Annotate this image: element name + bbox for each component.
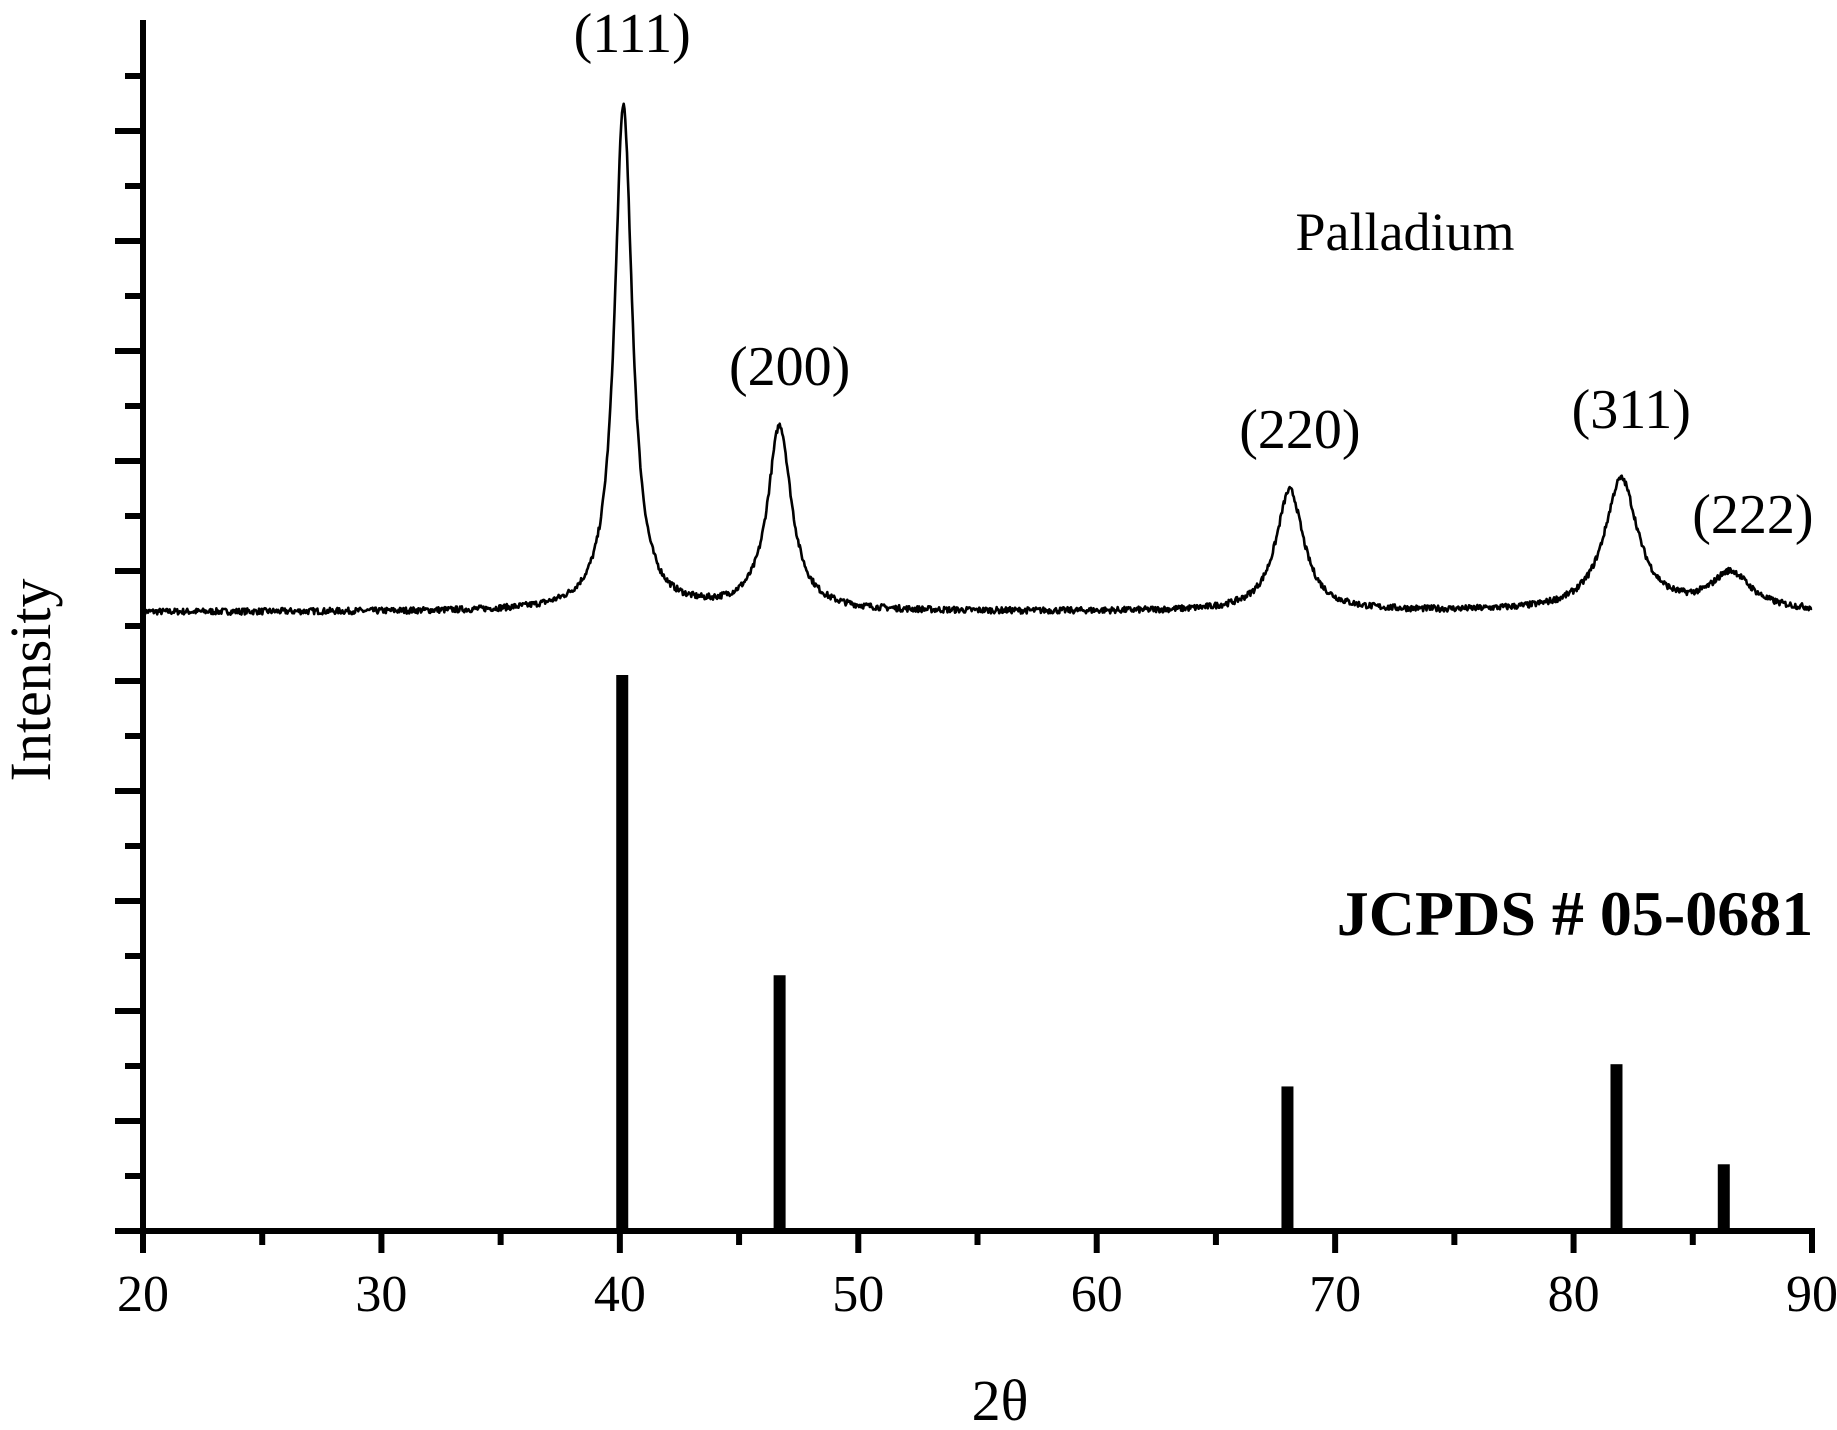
- reference-bars: [616, 675, 1730, 1231]
- peak-labels: (111) (200) (220) (311)(222): [574, 3, 1814, 546]
- peak-label: (311): [1572, 379, 1691, 441]
- x-axis-title: 2θ: [972, 1368, 1029, 1430]
- x-tick-labels: 20 30 40 50 60 70 80 90: [117, 1266, 1837, 1323]
- reference-bar: [616, 675, 629, 1231]
- sample-label: Palladium: [1296, 202, 1515, 262]
- sample-xrd-line: [141, 102, 1813, 616]
- peak-label: (222): [1692, 484, 1813, 546]
- reference-bar: [1717, 1164, 1730, 1231]
- peak-label: (220): [1239, 399, 1360, 461]
- peak-label: (200): [729, 336, 850, 398]
- reference-label: JCPDS # 05-0681: [1337, 878, 1813, 949]
- x-tick-label: 90: [1786, 1266, 1837, 1323]
- x-tick-label: 50: [832, 1266, 884, 1323]
- x-tick-label: 20: [117, 1266, 169, 1323]
- x-tick-label: 70: [1309, 1266, 1361, 1323]
- reference-bar: [773, 975, 786, 1231]
- x-tick-label: 80: [1548, 1266, 1600, 1323]
- x-tick-label: 40: [594, 1266, 646, 1323]
- y-axis-title: Intensity: [0, 579, 63, 782]
- y-axis: [115, 20, 146, 1234]
- x-tick-label: 30: [355, 1266, 407, 1323]
- x-tick-label: 60: [1071, 1266, 1123, 1323]
- x-axis: [140, 1228, 1815, 1253]
- peak-label: (111): [574, 3, 691, 65]
- reference-bar: [1610, 1064, 1623, 1231]
- reference-bar: [1281, 1086, 1294, 1231]
